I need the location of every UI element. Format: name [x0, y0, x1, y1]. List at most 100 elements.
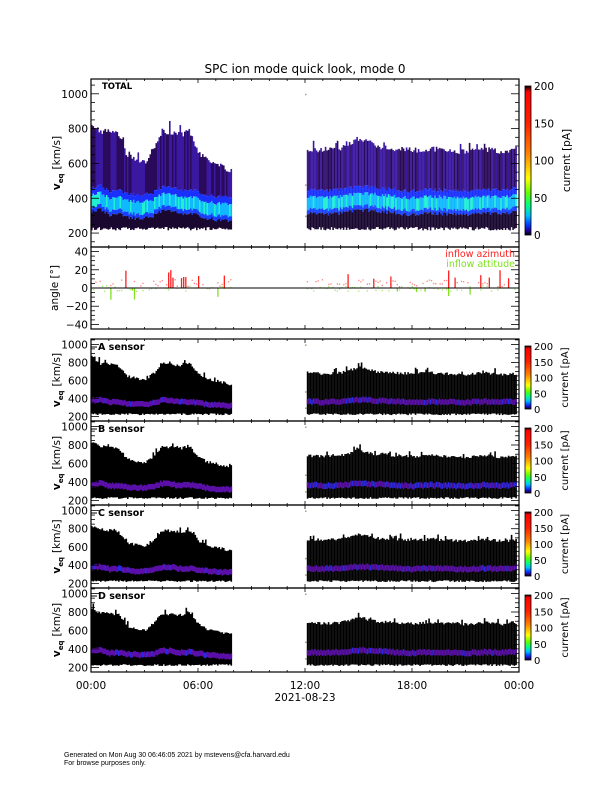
- heatmap-column: [333, 649, 336, 656]
- heatmap-column: [170, 648, 173, 654]
- heatmap-column: [444, 649, 447, 656]
- heatmap-column: [308, 214, 310, 230]
- heatmap-column: [345, 366, 348, 415]
- heatmap-column: [501, 625, 504, 666]
- heatmap-column: [483, 455, 486, 498]
- heatmap-column: [338, 210, 340, 215]
- heatmap-column: [431, 197, 433, 210]
- heatmap-column: [97, 481, 99, 487]
- azimuth-point: [381, 284, 383, 287]
- heatmap-column: [404, 212, 406, 230]
- heatmap-column: [375, 372, 378, 415]
- heatmap-column: [194, 208, 197, 214]
- heatmap-column: [101, 397, 104, 404]
- heatmap-column: [107, 613, 110, 665]
- heatmap-column: [510, 534, 513, 582]
- heatmap-column: [411, 483, 414, 490]
- heatmap-column: [314, 148, 316, 189]
- heatmap-column: [396, 149, 399, 191]
- heatmap-column: [515, 398, 517, 405]
- heatmap-column: [163, 192, 165, 205]
- heatmap-column: [482, 564, 484, 571]
- heatmap-column: [368, 453, 370, 499]
- heatmap-column: [395, 214, 397, 230]
- colorbar-tick-label: 50: [534, 389, 547, 400]
- heatmap-column: [353, 368, 355, 415]
- colorbar-tick-label: 100: [534, 457, 553, 468]
- heatmap-column: [338, 482, 340, 489]
- y-tick-label: 600: [68, 625, 88, 637]
- heatmap-column: [205, 377, 207, 414]
- heatmap-column: [167, 529, 170, 581]
- heatmap-column: [125, 567, 128, 574]
- heatmap-column: [121, 139, 123, 191]
- heatmap-column: [482, 370, 484, 414]
- heatmap-column: [324, 209, 327, 214]
- heatmap-column: [479, 622, 481, 666]
- heatmap-column: [312, 372, 315, 414]
- heatmap-column: [164, 564, 167, 571]
- heatmap-column: [360, 450, 363, 499]
- heatmap-column: [318, 400, 321, 406]
- heatmap-column: [420, 451, 423, 499]
- heatmap-column: [208, 546, 210, 582]
- heatmap-column: [467, 483, 469, 489]
- heatmap-column: [507, 214, 510, 230]
- heatmap-column: [446, 622, 448, 666]
- heatmap-column: [420, 650, 423, 656]
- heatmap-column: [386, 454, 388, 499]
- heatmap-column: [148, 201, 150, 214]
- heatmap-column: [166, 193, 168, 207]
- heatmap-column: [449, 190, 451, 198]
- heatmap-column: [419, 197, 421, 210]
- heatmap-column: [185, 209, 188, 215]
- heatmap-column: [209, 195, 212, 203]
- heatmap-column: [374, 145, 376, 186]
- heatmap-column: [194, 566, 197, 573]
- heatmap-column: [431, 623, 433, 666]
- heatmap-column: [223, 547, 225, 581]
- stray-point: [305, 557, 307, 560]
- heatmap-column: [485, 482, 487, 489]
- heatmap-column: [435, 210, 438, 215]
- heatmap-column: [489, 623, 492, 665]
- heatmap-column: [351, 452, 354, 498]
- heatmap-column: [402, 623, 405, 666]
- heatmap-column: [128, 151, 131, 196]
- heatmap-column: [378, 372, 381, 414]
- heatmap-column: [468, 142, 471, 192]
- heatmap-column: [146, 216, 149, 230]
- heatmap-column: [315, 624, 318, 666]
- heatmap-column: [94, 194, 96, 208]
- azimuth-spike: [185, 277, 187, 288]
- heatmap-column: [476, 650, 478, 657]
- heatmap-column: [131, 628, 134, 666]
- heatmap-column: [368, 564, 370, 570]
- heatmap-column: [512, 206, 514, 211]
- heatmap-column: [136, 401, 138, 407]
- heatmap-column: [507, 649, 510, 655]
- heatmap-column: [395, 197, 397, 211]
- heatmap-column: [389, 188, 391, 196]
- heatmap-column: [351, 212, 354, 230]
- heatmap-column: [476, 144, 478, 191]
- heatmap-column: [354, 205, 357, 210]
- heatmap-column: [181, 566, 183, 572]
- heatmap-column: [137, 378, 140, 415]
- heatmap-column: [464, 539, 466, 582]
- heatmap-column: [513, 399, 516, 405]
- heatmap-column: [341, 147, 343, 191]
- heatmap-column: [332, 483, 334, 489]
- heatmap-column: [320, 208, 322, 214]
- heatmap-column: [363, 534, 366, 581]
- heatmap-column: [339, 372, 342, 415]
- heatmap-column: [504, 398, 507, 405]
- heatmap-column: [407, 372, 409, 416]
- heatmap-column: [98, 647, 101, 653]
- heatmap-column: [410, 210, 412, 215]
- heatmap-column: [510, 456, 513, 499]
- heatmap-column: [163, 563, 165, 570]
- heatmap-column: [375, 564, 378, 570]
